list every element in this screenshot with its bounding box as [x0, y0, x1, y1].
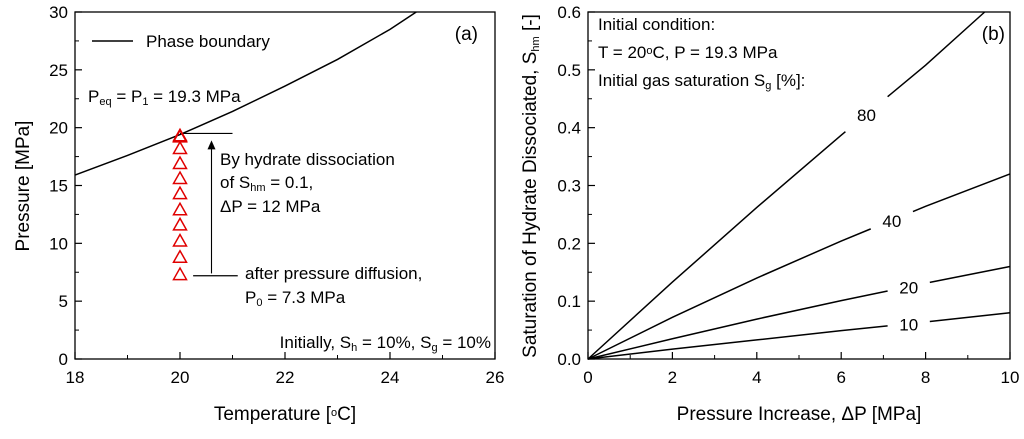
panel-a-xlabel: Temperature [oC] — [214, 404, 356, 425]
x-tick-label: 10 — [1001, 368, 1020, 387]
curve-label-sg-80: 80 — [857, 106, 876, 125]
pressure-state-marker — [172, 266, 188, 281]
curve-label-sg-20: 20 — [899, 279, 918, 298]
y-tick-label: 15 — [49, 177, 68, 196]
x-tick-label: 18 — [66, 368, 85, 387]
legend-phase-boundary: Phase boundary — [146, 32, 270, 51]
curve-sg-80-tail — [887, 11, 986, 98]
curve-sg-10-tail — [929, 311, 1011, 323]
y-tick-label: 0.0 — [557, 350, 581, 369]
curve-sg-10 — [587, 325, 888, 360]
pressure-state-marker — [172, 249, 188, 263]
x-tick-label: 24 — [381, 368, 400, 387]
y-tick-label: 30 — [49, 3, 68, 22]
dissociation-label-line1: By hydrate dissociation — [220, 150, 395, 169]
panel-b-xlabel: Pressure Increase, ΔP [MPa] — [677, 404, 922, 425]
panel-a-ylabel: Pressure [MPa] — [13, 121, 34, 252]
pressure-state-marker — [172, 155, 188, 170]
y-tick-label: 0.5 — [557, 61, 581, 80]
x-tick-label: 8 — [921, 368, 930, 387]
curve-sg-80 — [587, 131, 846, 360]
pressure-state-marker — [172, 140, 188, 155]
panel-a-plot — [74, 11, 417, 281]
curve-sg-40-tail — [912, 173, 1011, 213]
panel-b-ylabel: Saturation of Hydrate Dissociated, Shm [… — [520, 14, 542, 358]
header-line3: Initial gas saturation Sg [%]: — [598, 71, 805, 92]
panel-a-axes: 18 20 22 24 26 0 5 10 15 20 25 30 — [49, 3, 504, 387]
dissociation-label-line3: ΔP = 12 MPa — [220, 197, 321, 216]
header-line1: Initial condition: — [598, 15, 715, 34]
initial-saturation-annotation: Initially, Sh = 10%, Sg = 10% — [280, 333, 491, 354]
pressure-arrow-head — [207, 140, 216, 150]
y-tick-label: 0.1 — [557, 292, 581, 311]
peq-annotation: Peq = P1 = 19.3 MPa — [88, 87, 241, 108]
y-tick-label: 0.4 — [557, 119, 581, 138]
y-tick-label: 0 — [59, 350, 68, 369]
header-line2: T = 20oC, P = 19.3 MPa — [598, 43, 778, 62]
curve-label-sg-40: 40 — [882, 212, 901, 231]
pressure-state-marker — [172, 232, 188, 247]
y-tick-label: 0.6 — [557, 3, 581, 22]
curve-label-sg-10: 10 — [899, 316, 918, 335]
x-tick-label: 4 — [752, 368, 761, 387]
x-tick-label: 26 — [486, 368, 505, 387]
x-tick-label: 0 — [583, 368, 592, 387]
pressure-state-marker — [172, 185, 188, 200]
x-tick-label: 20 — [171, 368, 190, 387]
panel-b-frame — [587, 11, 1011, 360]
diffusion-label-line1: after pressure diffusion, — [245, 264, 422, 283]
panel-a-label: (a) — [455, 24, 478, 45]
pressure-state-marker — [172, 127, 188, 142]
x-tick-label: 2 — [668, 368, 677, 387]
curve-sg-20-tail — [929, 265, 1011, 284]
panel-b-axes: 0 2 4 6 8 10 0.0 0.1 0.2 0.3 0.4 0.5 0.6 — [557, 3, 1019, 387]
curve-sg-40 — [587, 228, 872, 360]
y-tick-label: 0.2 — [557, 234, 581, 253]
panel-b-plot: 80 40 20 10 — [587, 11, 1011, 360]
pressure-state-marker — [172, 201, 188, 216]
diffusion-label-line2: P0 = 7.3 MPa — [245, 288, 346, 309]
x-tick-label: 6 — [836, 368, 845, 387]
x-tick-label: 22 — [276, 368, 295, 387]
y-tick-label: 0.3 — [557, 177, 581, 196]
pressure-state-marker — [172, 216, 188, 231]
y-tick-label: 20 — [49, 119, 68, 138]
phase-boundary-line — [74, 11, 417, 176]
y-tick-label: 5 — [59, 292, 68, 311]
curve-sg-20 — [587, 290, 888, 360]
y-tick-label: 10 — [49, 234, 68, 253]
panel-b-label: (b) — [982, 24, 1005, 45]
y-tick-label: 25 — [49, 61, 68, 80]
dissociation-label-line2: of Shm = 0.1, — [220, 173, 313, 194]
pressure-state-marker — [172, 170, 188, 185]
